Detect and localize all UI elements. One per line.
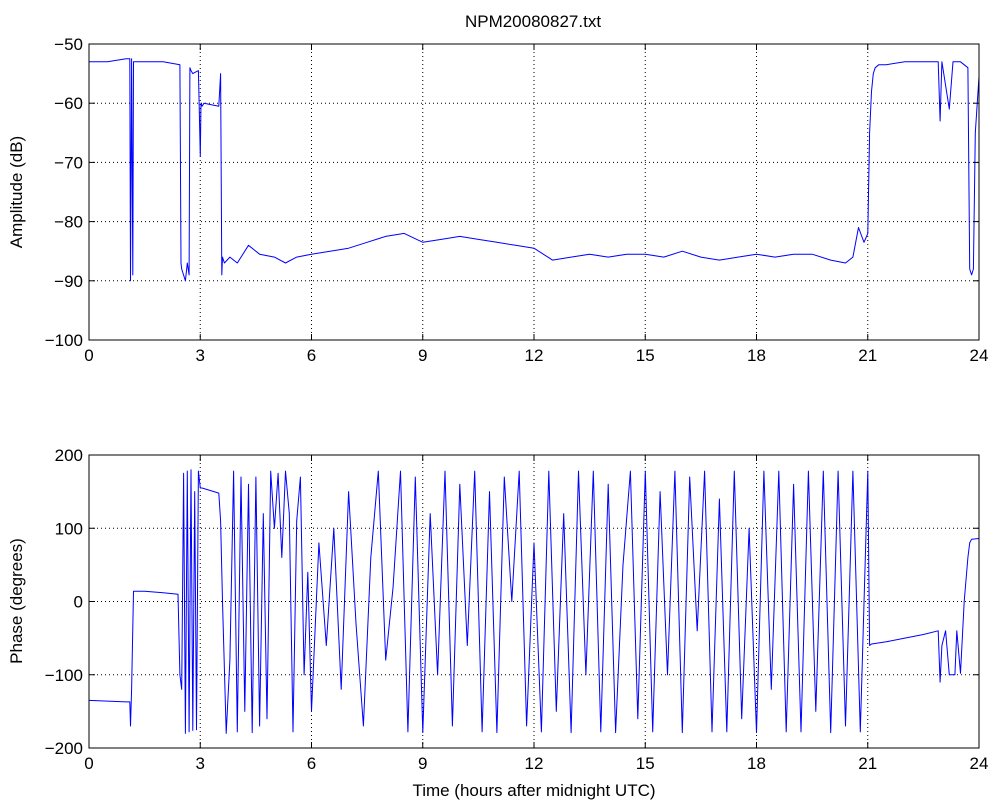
amplitude-x-tick-label: 3 <box>196 346 205 365</box>
amplitude-x-tick-label: 18 <box>747 346 766 365</box>
phase-y-tick-label: −100 <box>45 666 83 685</box>
phase-series-line-0 <box>88 469 980 734</box>
amplitude-y-axis-label: Amplitude (dB) <box>7 136 26 248</box>
phase-x-tick-label: 15 <box>636 754 655 773</box>
amplitude-x-tick-label: 24 <box>970 346 989 365</box>
amplitude-y-tick-label: −90 <box>54 272 83 291</box>
amplitude-y-tick-label: −100 <box>45 331 83 350</box>
phase-x-tick-label: 9 <box>418 754 427 773</box>
phase-y-tick-label: 100 <box>55 519 83 538</box>
amplitude-axes-box <box>88 43 980 341</box>
phase-x-tick-label: 3 <box>196 754 205 773</box>
phase-x-tick-label: 12 <box>525 754 544 773</box>
phase-axes-box <box>88 454 980 749</box>
amplitude-x-tick-label: 15 <box>636 346 655 365</box>
phase-y-tick-label: 0 <box>74 593 83 612</box>
phase-panel: 0 3 6 9 12 15 18 21 24 −200 −100 0 100 200 Phase (deg… <box>7 446 988 800</box>
phase-x-tick-label: 0 <box>84 754 93 773</box>
amplitude-y-tick-label: −70 <box>54 153 83 172</box>
amplitude-x-tick-label: 21 <box>858 346 877 365</box>
amplitude-series-layer <box>89 58 980 282</box>
amplitude-y-tick-label: −50 <box>54 35 83 54</box>
phase-ticks: 0 3 6 9 12 15 18 21 24 −200 −100 0 100 200 <box>45 446 989 773</box>
phase-grid <box>89 455 979 748</box>
phase-series-layer <box>88 469 980 734</box>
amplitude-x-tick-label: 9 <box>418 346 427 365</box>
phase-x-tick-label: 21 <box>858 754 877 773</box>
phase-x-tick-label: 6 <box>307 754 316 773</box>
phase-y-tick-label: 200 <box>55 446 83 465</box>
phase-x-axis-label: Time (hours after midnight UTC) <box>412 781 655 800</box>
amplitude-series-line-0 <box>89 58 980 282</box>
phase-y-axis-label: Phase (degrees) <box>7 538 26 664</box>
amplitude-x-tick-label: 0 <box>84 346 93 365</box>
phase-x-tick-label: 18 <box>747 754 766 773</box>
amplitude-x-tick-label: 12 <box>525 346 544 365</box>
phase-y-tick-label: −200 <box>45 739 83 758</box>
amplitude-x-tick-label: 6 <box>307 346 316 365</box>
amplitude-grid <box>89 44 979 340</box>
amplitude-y-tick-label: −60 <box>54 94 83 113</box>
amplitude-y-tick-label: −80 <box>54 213 83 232</box>
amplitude-panel: 0 3 6 9 12 15 18 21 24 −100 −90 −80 −70 −60 −50 Amplit… <box>7 35 988 365</box>
figure-title: NPM20080827.txt <box>465 12 601 31</box>
amplitude-ticks: 0 3 6 9 12 15 18 21 24 −100 −90 −80 −70 −60 −50 <box>45 35 989 365</box>
phase-x-tick-label: 24 <box>970 754 989 773</box>
